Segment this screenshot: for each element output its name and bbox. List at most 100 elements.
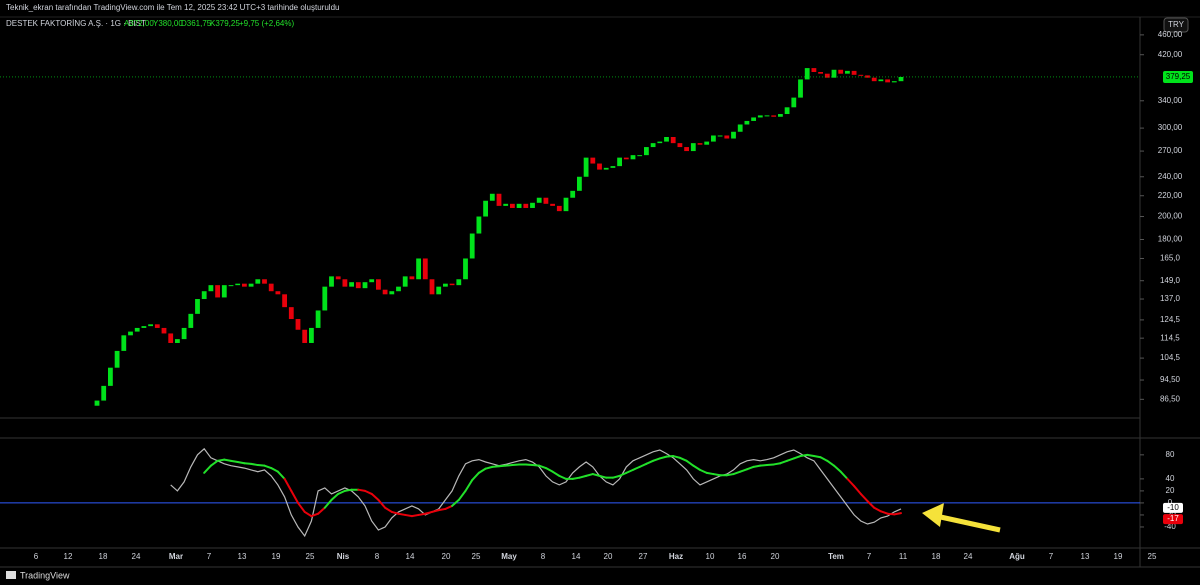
- indicator-segment: [531, 464, 541, 467]
- candle-body: [161, 327, 167, 334]
- candle-body: [831, 69, 837, 78]
- indicator-segment: [571, 476, 581, 480]
- indicator-segment: [578, 474, 588, 479]
- x-tick-label: 8: [541, 552, 546, 561]
- candle-body: [717, 135, 723, 137]
- candle-body: [650, 143, 656, 148]
- candle-body: [570, 190, 576, 198]
- candle-body: [516, 203, 522, 208]
- y-tick-label: 114,5: [1160, 333, 1180, 342]
- arrow-shaft: [935, 513, 1001, 533]
- x-tick-label: 7: [207, 552, 212, 561]
- indicator-segment: [223, 458, 232, 462]
- candle-body: [878, 79, 884, 82]
- indicator-segment: [310, 512, 320, 518]
- x-tick-label: 20: [442, 552, 451, 561]
- indicator-segment: [236, 461, 246, 465]
- candle-body: [235, 283, 241, 286]
- currency-button[interactable]: [1163, 17, 1189, 33]
- candle-body: [845, 70, 850, 74]
- indicator-segment: [377, 498, 387, 509]
- candle-body: [168, 333, 174, 343]
- indicator-segment: [645, 459, 655, 465]
- candle-body: [543, 197, 549, 204]
- x-tick-label: 20: [771, 552, 780, 561]
- indicator-segment: [283, 477, 293, 492]
- candle-body: [389, 291, 395, 295]
- indicator-segment: [598, 474, 608, 479]
- candle-body: [242, 283, 247, 287]
- close-value: K379,25: [210, 19, 240, 28]
- indicator-segment: [471, 471, 480, 482]
- indicator-segment: [504, 464, 514, 467]
- x-tick-label: 12: [64, 552, 73, 561]
- candle-body: [221, 285, 227, 298]
- candle-body: [818, 71, 823, 74]
- last-value-tag: [1163, 502, 1183, 513]
- indicator-segment: [297, 501, 306, 513]
- currency[interactable]: TRY: [1168, 20, 1185, 29]
- candle-body: [94, 400, 100, 406]
- indicator-segment: [551, 470, 561, 477]
- last-value-label: -17: [1167, 514, 1179, 523]
- candle-body: [871, 77, 877, 82]
- indicator-segment: [859, 492, 869, 503]
- candle-body: [583, 157, 589, 177]
- candle-body: [416, 258, 421, 280]
- candle-body: [429, 279, 435, 295]
- candle-body: [376, 279, 381, 290]
- indicator-segment: [685, 459, 695, 467]
- indicator-segment: [337, 489, 346, 495]
- candle-body: [697, 143, 703, 145]
- candle-body: [891, 81, 897, 83]
- candle-body: [737, 124, 743, 132]
- candle-body: [577, 176, 582, 191]
- candle-body: [436, 286, 442, 295]
- candle-body: [898, 76, 904, 82]
- candle-body: [550, 203, 555, 206]
- candle-body: [288, 307, 294, 320]
- indicator-segment: [270, 467, 279, 473]
- indicator-segment: [638, 462, 648, 468]
- indicator-segment: [766, 463, 775, 467]
- open-value: A372,00: [124, 19, 154, 28]
- indicator-segment: [799, 453, 809, 458]
- candle-body: [114, 350, 120, 368]
- candle-body: [121, 335, 127, 351]
- indicator-segment: [792, 455, 802, 460]
- x-tick-label: 19: [272, 552, 281, 561]
- indicator-segment: [618, 471, 628, 477]
- indicator-segment: [384, 506, 393, 513]
- candle-body: [215, 285, 220, 298]
- candle-body: [449, 283, 455, 286]
- x-tick-label: 7: [1049, 552, 1054, 561]
- candle-body: [677, 143, 683, 148]
- indicator-segment: [752, 464, 762, 468]
- candle-body: [610, 166, 616, 168]
- indicator-segment: [692, 464, 701, 471]
- indicator-segment: [511, 463, 521, 467]
- candle-body: [590, 157, 596, 164]
- indicator-segment: [665, 455, 675, 458]
- candle-body: [329, 276, 334, 287]
- y-tick-label: 0: [1168, 498, 1173, 507]
- candle-body: [885, 79, 890, 83]
- candle-body: [362, 282, 368, 289]
- y-tick-label: 80: [1166, 450, 1175, 459]
- candle-body: [858, 74, 864, 76]
- candle-body: [851, 70, 857, 75]
- indicator-segment: [444, 504, 454, 510]
- indicator-segment: [317, 506, 326, 515]
- candle-body: [101, 385, 107, 401]
- indicator-segment: [357, 488, 366, 492]
- indicator-segment: [585, 473, 594, 477]
- last-price-tag: [1163, 70, 1193, 83]
- indicator-segment: [699, 468, 708, 474]
- candle-body: [704, 141, 710, 145]
- indicator-segment: [873, 506, 882, 513]
- x-tick-label: 19: [1114, 552, 1123, 561]
- candle-body: [510, 203, 515, 208]
- x-tick-label: 18: [99, 552, 108, 561]
- candle-body: [664, 136, 669, 142]
- x-tick-label: Tem: [828, 552, 844, 561]
